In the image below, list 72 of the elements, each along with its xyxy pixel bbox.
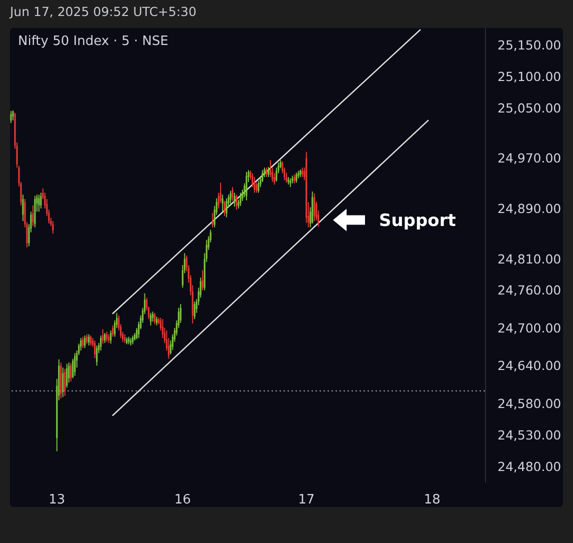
y-tick-label: 25,050.00 [498, 100, 562, 116]
candlestick [88, 334, 90, 346]
candlestick [10, 110, 12, 124]
candlestick [194, 301, 196, 320]
y-tick-label: 24,480.00 [498, 458, 562, 474]
candlestick [150, 312, 152, 326]
candlestick [90, 334, 92, 346]
candlestick [240, 192, 242, 206]
candlestick [106, 331, 108, 342]
y-tick-label: 24,970.00 [498, 150, 562, 166]
y-tick-label: 24,580.00 [498, 396, 562, 411]
candlestick [74, 352, 76, 376]
candlestick [66, 363, 68, 388]
candlestick [222, 194, 224, 212]
candlestick [246, 171, 248, 201]
candlestick [270, 160, 272, 178]
candlestick [110, 330, 112, 344]
y-tick-label: 24,530.00 [498, 427, 562, 442]
candlestick [212, 212, 214, 228]
x-tick-label: 13 [48, 492, 66, 508]
candlestick [22, 194, 24, 222]
candlestick [232, 186, 234, 202]
candlestick [258, 180, 260, 194]
candlestick [52, 220, 54, 234]
candlestick [234, 192, 236, 208]
annotation: Support [379, 211, 456, 231]
candlestick [68, 362, 70, 384]
candlestick [262, 170, 264, 183]
candlestick [80, 338, 82, 352]
candlestick [70, 362, 72, 382]
candlestick [236, 194, 238, 210]
chart-title: Nifty 50 Index · 5 · NSE [18, 34, 168, 49]
text: Jun 17, 2025 09:52 UTC+5:30 [10, 3, 196, 21]
y-tick-label: 24,810.00 [498, 251, 562, 266]
candlestick [62, 367, 64, 398]
candlestick [38, 194, 40, 212]
candlestick [32, 204, 34, 227]
candlestick [230, 190, 232, 204]
candlestick [314, 192, 316, 222]
candlestick [226, 198, 228, 218]
y-tick-label: 24,760.00 [498, 282, 562, 298]
candlestick [102, 328, 104, 344]
y-tick-label: 24,700.00 [498, 320, 562, 336]
candlestick [202, 270, 204, 291]
candlestick [264, 167, 266, 178]
candlestick [302, 167, 304, 178]
candlestick [94, 340, 96, 359]
candlestick [154, 312, 156, 325]
candlestick [100, 334, 102, 352]
y-tick-label: 24,640.00 [498, 358, 562, 374]
candlestick [268, 166, 270, 178]
candlestick [266, 167, 268, 178]
candlestick [40, 192, 42, 209]
candlestick [224, 200, 226, 217]
x-tick-label: 16 [174, 492, 191, 508]
candlestick [162, 318, 164, 339]
candlestick [96, 345, 98, 366]
y-tick-label: 24,890.00 [498, 200, 562, 216]
y-tick-label: 25,150.00 [498, 37, 562, 52]
y-tick-label: 25,100.00 [498, 68, 562, 84]
candlestick [84, 334, 86, 349]
candlestick [254, 176, 256, 194]
x-tick-label: 17 [298, 492, 315, 508]
candlestick [152, 311, 154, 322]
candlestick [82, 336, 84, 349]
candlestick [64, 368, 66, 396]
x-tick-label: 18 [424, 492, 440, 508]
candlestick [86, 334, 88, 344]
candlestick [12, 110, 14, 121]
candlestick [112, 324, 114, 338]
candlestick [296, 172, 298, 184]
candlestick [104, 332, 106, 344]
